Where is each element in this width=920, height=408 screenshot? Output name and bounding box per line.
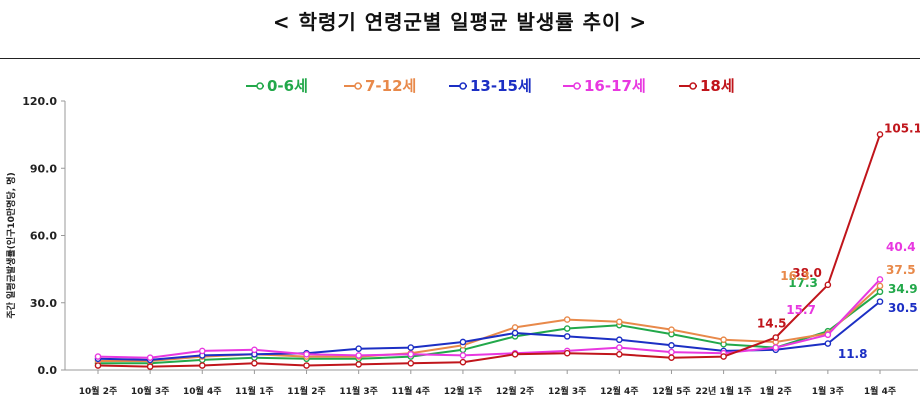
data-point [772,334,780,341]
y-tick-label: 0.0 [38,364,58,377]
x-tick-label: 11월 1주 [235,385,273,397]
data-point [824,331,832,339]
legend-marker [354,82,362,90]
page-title: < 학령기 연령군별 일평균 발생률 추이 > [272,10,648,34]
data-label: 30.5 [888,301,918,315]
x-tick-label: 22년 1월 1주 [696,385,752,397]
data-point [146,354,154,361]
data-label: 15.7 [786,303,816,317]
y-axis-title: 주간 일평균발생률(인구10만명당, 명) [5,172,17,318]
data-point [668,342,675,349]
data-point [511,351,519,358]
x-tick-label: 12월 5주 [652,385,690,397]
data-point [824,340,832,347]
data-point [668,354,675,361]
legend-marker [256,82,264,90]
data-point [94,353,102,360]
data-point [616,336,623,344]
data-point [720,353,727,360]
data-point [251,346,258,354]
x-tick-label: 10월 4주 [183,385,221,397]
legend-label: 16-17세 [584,77,646,95]
data-point [616,318,623,326]
data-point [772,344,780,351]
data-point [720,336,727,344]
data-point [876,131,884,138]
series-line-5 [97,134,881,368]
data-point [407,351,415,358]
data-point [511,324,519,331]
data-point [198,362,206,369]
x-tick-label: 1월 3주 [812,385,844,397]
data-label: 16.3 [780,269,810,283]
data-point [407,359,415,367]
data-point [616,351,623,358]
data-point [876,288,884,296]
legend-label: 18세 [700,77,735,95]
data-point [668,326,675,333]
x-tick-label: 11월 2주 [287,385,325,397]
legend-label: 7-12세 [365,77,416,95]
legend-marker [459,82,467,90]
data-label: 11.8 [838,347,868,361]
data-point [355,345,362,353]
x-tick-label: 10월 2주 [79,385,117,397]
data-point [459,352,467,359]
x-tick-label: 1월 2주 [760,385,792,397]
data-point [146,363,154,370]
data-label: 38.0 [792,266,822,280]
data-point [563,349,571,357]
y-tick-label: 30.0 [30,297,57,310]
y-tick-label: 60.0 [30,230,57,243]
data-point [459,358,467,366]
data-point [94,362,102,369]
data-point [511,329,519,337]
data-label: 14.5 [757,316,787,330]
series-line-4 [97,278,881,359]
x-tick-label: 11월 3주 [339,385,377,397]
data-label: 34.9 [888,282,918,296]
data-label: 37.5 [886,263,916,277]
x-tick-label: 12월 1주 [444,385,482,397]
data-point [355,361,362,368]
data-label: 40.4 [886,240,916,254]
legend-marker [573,82,581,90]
data-point [303,351,310,358]
x-tick-label: 1월 4주 [864,385,896,397]
data-point [824,281,832,289]
title-divider [0,58,920,59]
chart-legend: 0-6세 7-12세 13-15세 16-17세 18세 [246,77,735,95]
y-tick-label: 90.0 [30,162,57,175]
data-point [303,362,310,369]
chart-axes: 0.0 30.0 60.0 90.0 120.0 10월 2주 10월 3주 10월 4주 11… [5,95,918,397]
data-point [407,344,415,351]
data-point [563,333,571,340]
data-point [459,338,467,346]
data-point [355,352,362,359]
data-point [563,316,571,323]
x-tick-label: 12월 3주 [548,385,586,397]
data-point [876,276,884,283]
data-point [876,282,884,290]
data-point [198,347,206,355]
data-point [876,298,884,305]
data-label: 105.1 [884,121,920,135]
data-label: 17.3 [788,276,818,290]
x-tick-label: 12월 2주 [496,385,534,397]
legend-label: 13-15세 [470,77,532,95]
data-point [251,359,258,367]
x-tick-label: 12월 4주 [600,385,638,397]
legend-label: 0-6세 [267,77,308,95]
chart-data-labels: 105.1 38.0 14.5 17.316.3 15.7 11.8 40.4 37.5 34.… [757,121,920,361]
legend-marker [689,82,697,90]
x-tick-label: 11월 4주 [392,385,430,397]
data-point [668,348,675,356]
chart-series-lines [94,131,884,370]
x-tick-label: 10월 3주 [131,385,169,397]
y-tick-label: 120.0 [22,95,57,108]
series-line-1 [98,291,881,365]
data-point [563,325,571,332]
data-point [616,344,623,351]
